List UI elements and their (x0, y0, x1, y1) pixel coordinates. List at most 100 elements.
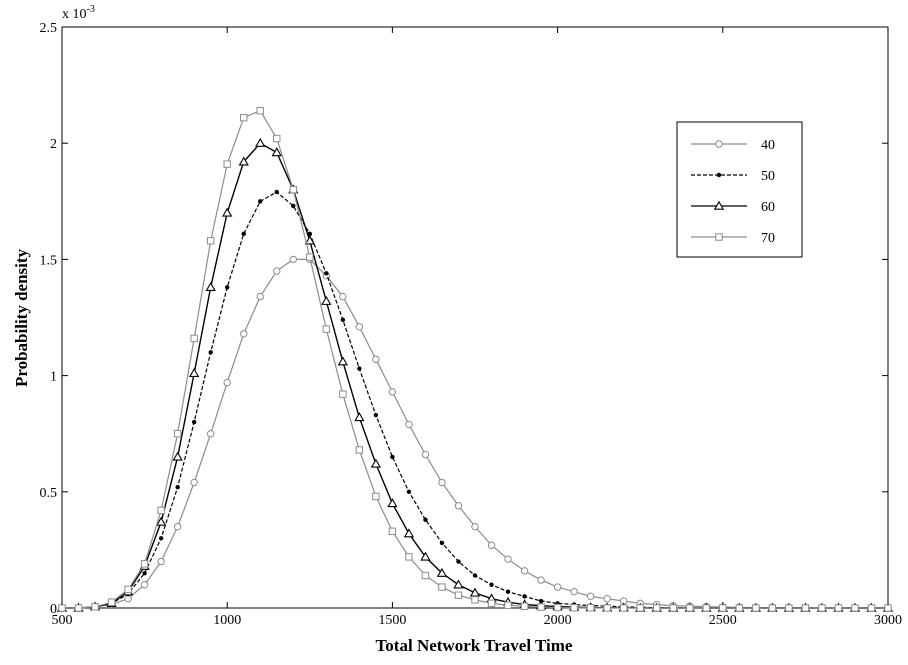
data-point-40 (190, 478, 198, 487)
data-point-70 (223, 160, 231, 168)
data-point-50 (423, 517, 428, 522)
data-point-70 (107, 598, 116, 606)
data-point-40 (570, 588, 578, 596)
data-point-60 (387, 498, 398, 508)
data-point-70 (405, 553, 413, 561)
x-axis-label: Total Network Travel Time (376, 636, 573, 655)
legend-marker-50 (716, 172, 722, 178)
data-point-60 (420, 551, 431, 561)
data-point-70 (537, 603, 545, 611)
data-point-70 (256, 106, 264, 115)
data-point-70 (636, 604, 644, 612)
data-point-40 (256, 292, 264, 301)
series-70 (58, 106, 892, 612)
data-point-70 (504, 601, 512, 609)
data-point-70 (240, 113, 248, 122)
data-point-50 (357, 366, 362, 371)
data-point-40 (240, 330, 248, 338)
data-point-50 (142, 570, 147, 576)
data-point-70 (818, 604, 826, 612)
data-point-60 (238, 156, 249, 166)
data-point-50 (472, 573, 478, 578)
data-point-50 (158, 536, 164, 541)
y-tick-label: 1 (50, 370, 57, 385)
legend-label-40: 40 (761, 138, 775, 153)
data-point-40 (273, 267, 281, 275)
data-point-40 (339, 292, 347, 301)
data-point-60 (370, 458, 382, 468)
data-point-50 (340, 317, 346, 323)
data-point-70 (454, 591, 463, 599)
data-point-70 (801, 604, 810, 612)
data-point-40 (124, 595, 132, 603)
y-tick-label: 2 (50, 137, 57, 152)
data-point-70 (520, 602, 529, 611)
data-point-40 (223, 378, 231, 387)
data-point-60 (155, 516, 167, 526)
data-point-60 (172, 451, 183, 461)
data-point-70 (471, 596, 479, 604)
data-point-50 (489, 582, 494, 587)
y-multiplier-label: x 10-3 (62, 4, 95, 22)
legend: 40 50 60 70 (676, 121, 803, 258)
data-point-70 (372, 492, 380, 501)
data-point-70 (653, 604, 661, 612)
data-point-70 (603, 604, 611, 612)
data-point-70 (586, 604, 595, 612)
series-layer (56, 106, 894, 612)
legend-marker-40 (715, 140, 723, 148)
data-point-40 (372, 355, 380, 364)
data-point-70 (190, 334, 198, 343)
data-point-50 (225, 285, 230, 290)
data-point-70 (74, 604, 83, 612)
data-point-60 (436, 567, 448, 577)
data-point-40 (405, 420, 413, 429)
data-point-40 (421, 450, 430, 459)
x-tick-label: 1500 (378, 613, 406, 628)
data-point-40 (388, 388, 397, 396)
data-point-60 (271, 147, 282, 157)
data-point-60 (321, 295, 332, 305)
y-tick-label: 1.5 (40, 253, 58, 268)
data-point-50 (291, 203, 296, 209)
data-point-60 (453, 579, 464, 589)
data-point-70 (669, 604, 677, 612)
data-point-60 (304, 235, 315, 245)
data-point-50 (390, 454, 395, 460)
data-point-50 (324, 271, 329, 276)
data-point-70 (768, 604, 777, 612)
data-point-50 (191, 419, 197, 425)
legend-label-70: 70 (761, 231, 775, 246)
data-point-40 (289, 255, 297, 264)
data-point-40 (586, 592, 595, 601)
data-point-50 (373, 412, 379, 418)
data-point-70 (785, 604, 793, 612)
data-point-70 (306, 253, 314, 261)
y-multiplier-exponent: -3 (87, 4, 95, 15)
x-tick-label: 3000 (874, 613, 902, 628)
y-tick-label: 0 (50, 602, 57, 617)
plot-area-border (61, 26, 889, 609)
data-point-40 (454, 502, 463, 510)
data-point-70 (157, 506, 165, 515)
x-tick-label: 2500 (709, 613, 737, 628)
data-point-70 (124, 585, 132, 594)
data-point-50 (406, 489, 412, 494)
data-point-70 (339, 390, 347, 398)
data-point-40 (140, 581, 149, 589)
data-point-70 (867, 604, 876, 612)
axes-frame (61, 26, 889, 609)
data-point-70 (421, 571, 430, 580)
x-tick-label: 1000 (213, 613, 241, 628)
data-point-40 (157, 557, 165, 566)
data-point-70 (702, 604, 710, 612)
y-axis-label: Probability density (12, 248, 31, 387)
data-point-70 (735, 604, 744, 612)
x-tick-label: 2000 (544, 613, 572, 628)
data-point-70 (206, 237, 215, 245)
data-point-60 (337, 356, 348, 366)
data-point-50 (522, 594, 527, 599)
data-point-70 (438, 583, 446, 591)
data-point-70 (173, 430, 182, 438)
data-point-40 (471, 522, 479, 531)
